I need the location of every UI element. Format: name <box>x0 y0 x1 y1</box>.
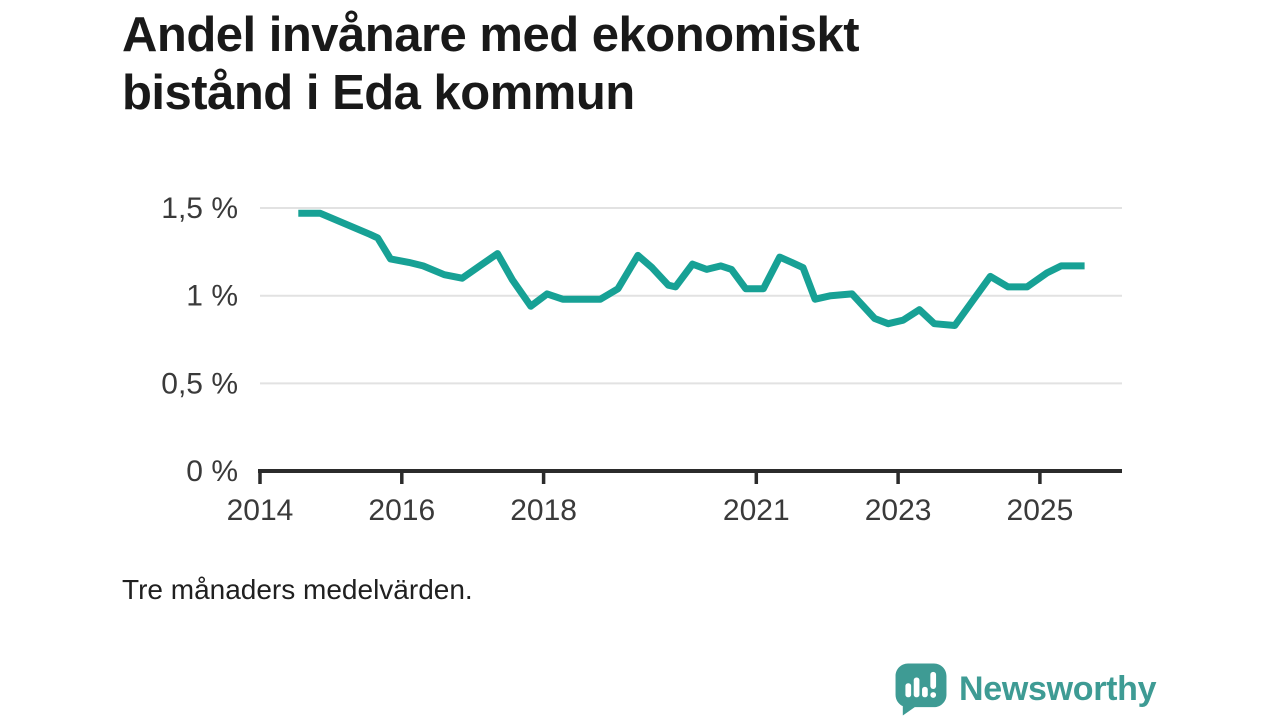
bar-1 <box>905 683 912 698</box>
y-axis-tick-label: 0 % <box>186 455 238 488</box>
y-axis-tick-label: 1 % <box>186 280 238 313</box>
y-axis-tick-label: 1,5 % <box>161 192 238 225</box>
x-axis-tick-label: 2021 <box>723 494 790 527</box>
chart-title: Andel invånare med ekonomiskt bistånd i … <box>122 6 860 122</box>
chart-title-line-1: Andel invånare med ekonomiskt <box>122 8 860 62</box>
exclamation-stem <box>930 671 937 689</box>
bar-2 <box>913 677 920 698</box>
x-axis-tick-label: 2018 <box>510 494 577 527</box>
newsworthy-logo: Newsworthy <box>895 663 1157 716</box>
chart-footnote: Tre månaders medelvärden. <box>122 574 473 605</box>
x-axis-tick-label: 2025 <box>1007 494 1074 527</box>
chart-title-line-2: bistånd i Eda kommun <box>122 66 635 120</box>
x-axis-tick-label: 2023 <box>865 494 932 527</box>
x-axis-tick-label: 2016 <box>368 494 435 527</box>
newsworthy-logo-text: Newsworthy <box>959 670 1157 708</box>
data-line-series <box>298 209 1085 329</box>
speech-bubble-shape <box>895 663 947 716</box>
y-axis-tick-label: 0,5 % <box>161 367 238 400</box>
newsworthy-speech-bubble-bar-chart-icon <box>895 663 947 716</box>
exclamation-dot <box>930 692 937 698</box>
x-axis-tick-label: 2014 <box>227 494 294 527</box>
bar-3 <box>922 686 928 698</box>
